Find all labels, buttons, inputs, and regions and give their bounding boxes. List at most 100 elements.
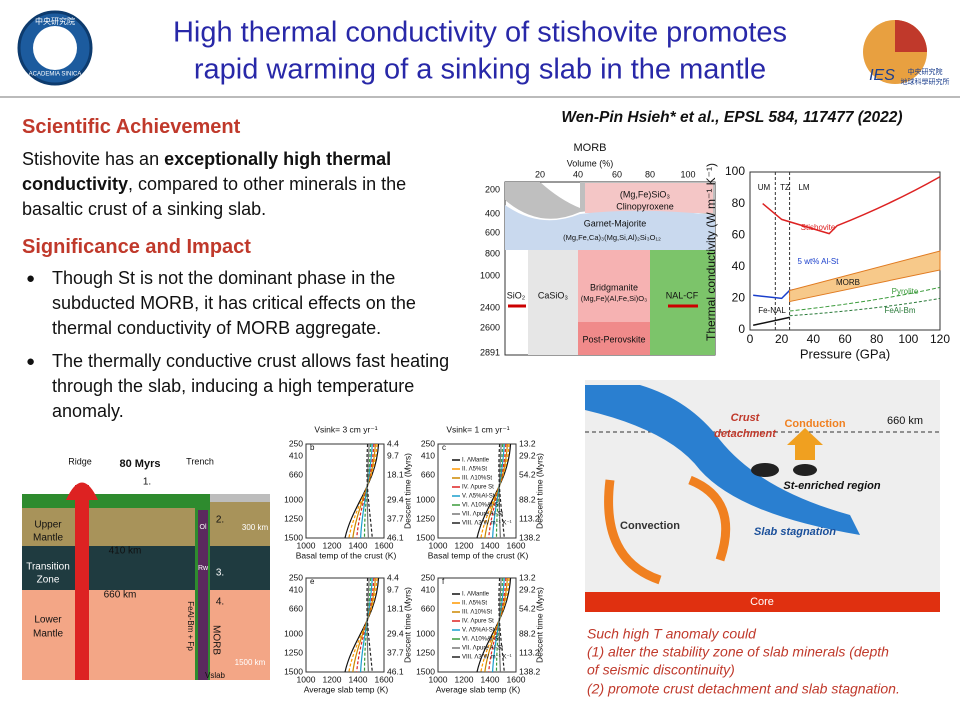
label: 1500 xyxy=(284,532,303,542)
label: IV. Λpure St xyxy=(462,485,494,491)
sd-ridge xyxy=(75,485,89,680)
label: 250 xyxy=(289,438,303,448)
tc-stishovite xyxy=(762,176,941,235)
label: b xyxy=(310,443,315,452)
label: e xyxy=(310,577,315,586)
label: 29.2 xyxy=(519,584,536,594)
label: Transition xyxy=(26,562,70,573)
model-curve xyxy=(495,577,504,673)
label: 20 xyxy=(535,169,545,179)
label: 88.2 xyxy=(519,495,536,505)
label: 250 xyxy=(289,572,303,582)
label: 37.7 xyxy=(387,513,404,523)
label: I. ΛMantle xyxy=(462,458,490,464)
model-curve xyxy=(498,577,502,673)
label: VI. Λ10%Al-St xyxy=(462,503,500,509)
label: 600 xyxy=(485,227,500,237)
label: 46.1 xyxy=(387,532,404,542)
label: Mantle xyxy=(33,533,63,544)
label: I. ΛMantle xyxy=(462,592,490,598)
label: Bridgmanite xyxy=(590,282,638,292)
label: II. Λ5%St xyxy=(462,601,487,607)
label: 1000 xyxy=(297,674,316,684)
label: 1400 xyxy=(481,540,500,550)
label: VIII. Λ3 W m⁻¹ K⁻¹ xyxy=(462,521,512,527)
label: 1250 xyxy=(284,513,303,523)
significance-list: Though St is not the dominant phase in t… xyxy=(24,266,474,432)
cartoon-st xyxy=(751,463,779,477)
title: rapid warming of a sinking slab in the m… xyxy=(194,54,766,86)
label: 100 xyxy=(680,169,695,179)
pd-caso3 xyxy=(528,250,578,355)
label: 1000 xyxy=(480,270,500,280)
label: (Mg,Fe)SiO₃ xyxy=(620,189,671,199)
sd-lower xyxy=(22,590,270,680)
label: FeAl-Bm + Fp xyxy=(186,601,195,651)
label: Descent time (Myrs) xyxy=(534,587,544,663)
label: V. Λ5%Al-St xyxy=(462,628,495,634)
label: 400 xyxy=(485,208,500,218)
label: 250 xyxy=(421,438,435,448)
label: 1600 xyxy=(375,540,394,550)
label: 1600 xyxy=(375,674,394,684)
label: f xyxy=(442,577,445,586)
label: Upper xyxy=(34,520,62,531)
model-curve xyxy=(366,443,373,539)
model-curve xyxy=(366,443,370,539)
label: Core xyxy=(750,596,774,608)
logo-left-inner xyxy=(33,26,77,70)
significance-heading: Significance and Impact xyxy=(22,236,251,258)
label: 46.1 xyxy=(387,666,404,676)
label: 0 xyxy=(747,332,754,346)
label: 1250 xyxy=(284,647,303,657)
achievement-segment: exceptionally high thermal conductivity xyxy=(22,149,392,194)
label: 1250 xyxy=(416,513,435,523)
label: Ridge xyxy=(68,456,92,466)
model-curve xyxy=(363,577,372,673)
pd-nal xyxy=(650,250,715,355)
label: 1000 xyxy=(429,540,448,550)
label: Average slab temp (K) xyxy=(304,684,389,694)
label: 5 wt% Al-St xyxy=(798,257,840,266)
logo-text: 地球科學研究所 xyxy=(901,77,950,86)
label: 18.1 xyxy=(387,469,404,479)
label: Descent time (Myrs) xyxy=(534,453,544,529)
label: 138.2 xyxy=(519,666,541,676)
label: Lower xyxy=(34,615,62,626)
label: 300 km xyxy=(242,523,269,532)
label: Stishovite xyxy=(801,223,836,232)
label: 4.4 xyxy=(387,572,399,582)
label: 2400 xyxy=(480,302,500,312)
label: VII. Λpure Al-St xyxy=(462,512,503,518)
label: 80 xyxy=(732,196,746,210)
label: 2891 xyxy=(480,347,500,357)
label: CaSiO₃ xyxy=(538,290,569,300)
pd-garnet xyxy=(505,205,715,250)
logo-text: IES xyxy=(869,67,895,84)
label: 1. xyxy=(143,477,151,488)
label: c xyxy=(442,443,446,452)
label: 1000 xyxy=(416,495,435,505)
label: 1200 xyxy=(455,540,474,550)
label: VIII. Λ3 W m⁻¹ K⁻¹ xyxy=(462,655,512,661)
label: Mantle xyxy=(33,629,63,640)
label: 120 xyxy=(930,332,950,346)
label: Volume (%) xyxy=(567,158,614,168)
label: 660 xyxy=(289,469,303,479)
label: MORB xyxy=(836,278,860,287)
model-curve xyxy=(492,443,505,539)
label: 113.2 xyxy=(519,647,540,657)
label: 0 xyxy=(738,322,745,336)
label: St-enriched region xyxy=(783,480,880,492)
sd-ridge-top xyxy=(66,482,98,500)
label: 29.4 xyxy=(387,495,404,505)
label: 100 xyxy=(898,332,918,346)
label: 4. xyxy=(216,597,224,608)
panel-frame xyxy=(305,577,385,673)
caption: Such high T anomaly could xyxy=(587,626,757,642)
label: 410 xyxy=(421,584,435,594)
bullet: The thermally conductive crust allows fa… xyxy=(26,349,474,424)
model-curve xyxy=(366,577,373,673)
